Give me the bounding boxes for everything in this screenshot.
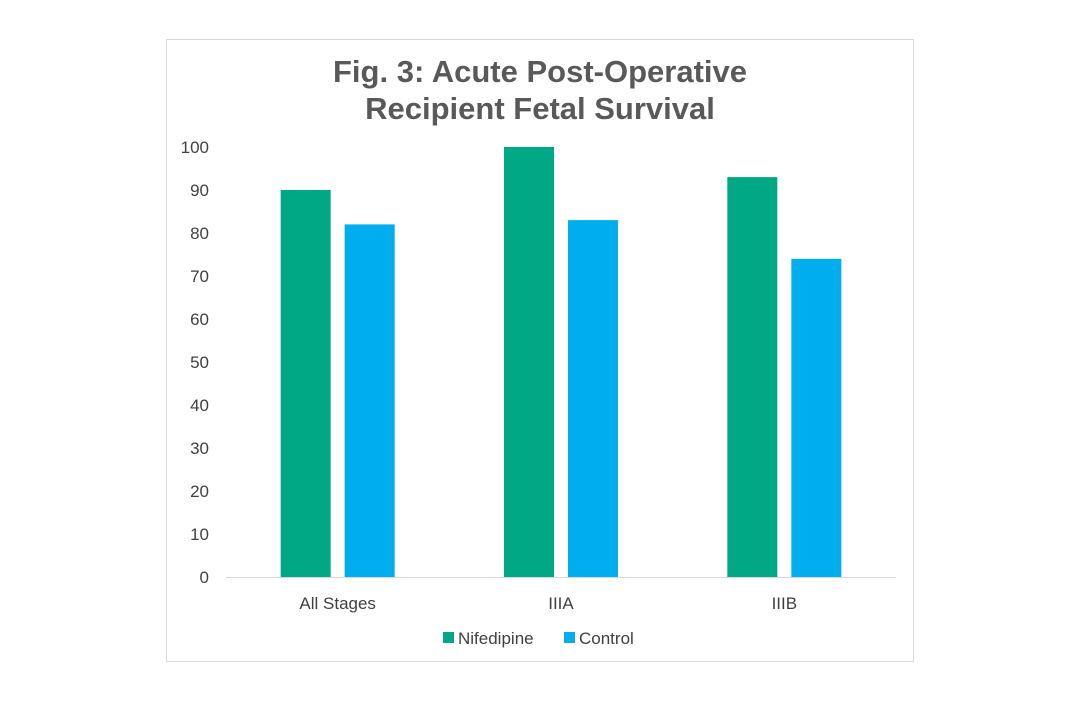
y-tick-label: 30 xyxy=(190,439,209,458)
y-tick-label: 100 xyxy=(181,138,209,157)
x-tick-label: All Stages xyxy=(299,594,376,613)
y-tick-label: 80 xyxy=(190,224,209,243)
legend-label-nifedipine: Nifedipine xyxy=(458,629,534,648)
y-tick-label: 40 xyxy=(190,396,209,415)
y-tick-label: 90 xyxy=(190,181,209,200)
x-tick-label: IIIA xyxy=(548,594,574,613)
y-tick-label: 70 xyxy=(190,267,209,286)
y-tick-label: 10 xyxy=(190,525,209,544)
y-tick-label: 50 xyxy=(190,353,209,372)
bar-control-0 xyxy=(344,224,395,577)
y-tick-label: 60 xyxy=(190,310,209,329)
legend-swatch-nifedipine xyxy=(443,632,454,643)
bar-control-2 xyxy=(791,258,842,577)
chart-title-line-2: Recipient Fetal Survival xyxy=(365,91,715,126)
legend-swatch-control xyxy=(564,632,575,643)
x-tick-label: IIIB xyxy=(772,594,798,613)
bar-nifedipine-0 xyxy=(280,190,331,577)
bar-nifedipine-2 xyxy=(727,177,778,577)
y-tick-label: 0 xyxy=(200,568,209,587)
bars xyxy=(280,147,842,577)
x-axis: All Stages IIIA IIIB xyxy=(299,594,797,613)
chart-title-line-1: Fig. 3: Acute Post-Operative xyxy=(333,54,747,89)
y-axis: 0 10 20 30 40 50 60 70 80 90 100 xyxy=(181,138,209,587)
bar-nifedipine-1 xyxy=(504,147,554,577)
y-tick-label: 20 xyxy=(190,482,209,501)
legend-label-control: Control xyxy=(579,629,634,648)
bar-control-1 xyxy=(568,220,618,577)
legend: Nifedipine Control xyxy=(443,629,634,648)
